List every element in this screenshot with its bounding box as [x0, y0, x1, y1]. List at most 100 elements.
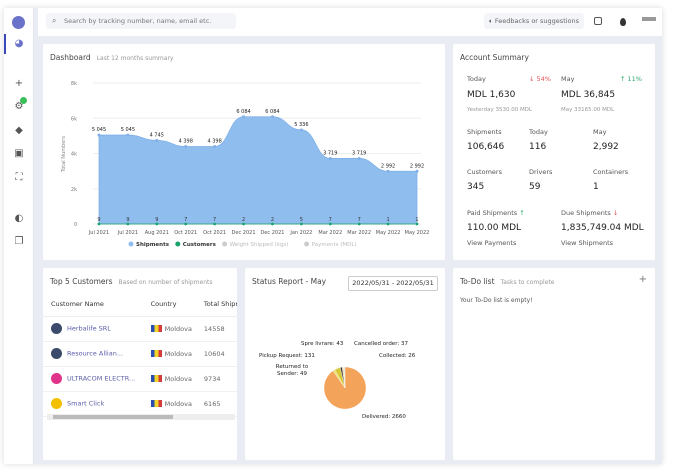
customers-point — [386, 222, 390, 226]
settings-icon[interactable]: ◐ — [14, 213, 24, 224]
legend-marker — [128, 241, 134, 247]
today-change: ↓ 54% — [529, 75, 551, 83]
stat-value: 345 — [467, 182, 485, 192]
customer-name-link[interactable]: ULTRACOM ELECTR... — [67, 374, 136, 383]
shipments-point — [242, 115, 246, 119]
customers-data-label: 2 — [271, 217, 274, 223]
card-subtitle: Tasks to complete — [500, 279, 555, 286]
y-axis-label: Total Numbers — [61, 136, 67, 173]
shipments-data-label: 4 745 — [150, 132, 164, 138]
card-subtitle: Based on number of shipments — [118, 279, 213, 286]
horizontal-scrollbar[interactable] — [47, 414, 235, 420]
dashboard-icon[interactable]: ◕ — [14, 38, 24, 49]
x-tick-label: Jan 2022 — [289, 230, 312, 236]
country: Moldova — [164, 324, 192, 333]
country: Moldova — [164, 349, 192, 358]
locations-icon[interactable]: ⚙ — [13, 97, 27, 113]
status-pie-chart — [323, 366, 367, 410]
customers-data-label: 1 — [415, 217, 418, 223]
month-value: MDL 36,845 — [561, 90, 616, 100]
legend-marker — [175, 241, 181, 247]
customers-data-label: 9 — [126, 217, 129, 223]
shipments-point — [270, 115, 274, 119]
customers-data-label: 7 — [329, 217, 332, 223]
shipments-data-label: 6 084 — [265, 109, 279, 115]
copy-icon[interactable]: ❐ — [14, 236, 24, 247]
top-customers-card: Top 5 Customers Based on number of shipme… — [43, 268, 237, 460]
paid-label: Paid Shipments ↑ — [467, 209, 525, 217]
shipments-data-label: 3 719 — [352, 150, 366, 156]
documents-icon[interactable]: ▣ — [14, 148, 24, 159]
status-report-card: Status Report - May 2022/05/31 - 2022/05… — [245, 268, 445, 460]
total-shipments: 9734 — [195, 366, 237, 392]
customers-data-label: 7 — [213, 217, 216, 223]
x-tick-label: Oct 2021 — [174, 230, 197, 236]
packages-icon[interactable]: ◆ — [15, 125, 23, 136]
customers-data-label: 9 — [155, 217, 158, 223]
shipments-area — [98, 116, 418, 225]
table-row[interactable]: Smart Click Moldova 6165 — [43, 391, 237, 417]
customers-data-label: 9 — [97, 217, 100, 223]
customers-point — [299, 222, 303, 226]
pie-label-spre: Spre livrare: 43 — [301, 341, 344, 347]
shipments-point — [415, 169, 419, 173]
customers-point — [97, 222, 101, 226]
account-summary-card: Account Summary Today ↓ 54% MDL 1,630 Ye… — [453, 44, 655, 260]
logo[interactable] — [12, 16, 25, 29]
shipments-data-label: 5 045 — [92, 127, 106, 133]
date-range-picker[interactable]: 2022/05/31 - 2022/05/31 — [348, 276, 438, 291]
search-icon: ⌕ — [52, 16, 57, 25]
pie-label-delivered: Delivered: 2660 — [362, 414, 406, 420]
x-tick-label: May 2022 — [376, 230, 401, 236]
y-tick-label: 0 — [74, 222, 77, 228]
customer-name-link[interactable]: Herbalife SRL — [67, 324, 111, 333]
view-shipments-link[interactable]: View Shipments — [561, 239, 614, 247]
dashboard-card: Dashboard Last 12 months summary 0 2k 4k 6k 8… — [43, 44, 445, 260]
customers-table: Customer Name Country Total Shipn Herbalif… — [43, 292, 237, 417]
add-task-button[interactable]: + — [638, 274, 647, 285]
table-row[interactable]: Resource Allian... Moldova 10604 — [43, 341, 237, 367]
legend-item: Payments (MDL) — [312, 242, 357, 248]
stat-value: 2,992 — [593, 142, 619, 152]
moldova-flag-icon — [150, 350, 162, 357]
pie-label-collected: Collected: 26 — [379, 353, 416, 359]
card-title: Top 5 Customers — [50, 277, 113, 286]
stat-label: Today — [529, 128, 548, 136]
moldova-flag-icon — [150, 400, 162, 407]
scan-icon[interactable]: ⛶ — [15, 172, 23, 183]
add-icon[interactable]: + — [14, 78, 24, 89]
pie-label-returned: Returned to Sender: 49 — [275, 364, 309, 377]
customers-point — [415, 222, 419, 226]
legend-marker — [304, 241, 310, 247]
x-tick-label: Mar 2022 — [347, 230, 371, 236]
customers-point — [155, 222, 159, 226]
y-tick-label: 6k — [71, 116, 77, 122]
x-tick-label: Jul 2021 — [88, 230, 109, 236]
shipments-point — [328, 156, 332, 160]
customer-logo — [51, 398, 62, 409]
col-total: Total Shipn — [195, 292, 237, 317]
shipments-point — [357, 156, 361, 160]
customer-name-link[interactable]: Resource Allian... — [67, 349, 124, 358]
todo-card: To-Do list Tasks to complete + Your To-Do… — [453, 268, 655, 460]
stat-value: 106,646 — [467, 142, 505, 152]
customers-point — [213, 222, 217, 226]
shipments-point — [97, 133, 101, 137]
todo-empty-message: Your To-Do list is empty! — [460, 297, 533, 304]
customer-name-link[interactable]: Smart Click — [67, 399, 105, 408]
stat-value: 116 — [529, 142, 547, 152]
table-row[interactable]: Herbalife SRL Moldova 14558 — [43, 316, 237, 342]
shipments-point — [299, 128, 303, 132]
screen-icon[interactable] — [594, 17, 602, 25]
table-row[interactable]: ULTRACOM ELECTR... Moldova 9734 — [43, 366, 237, 392]
user-avatar[interactable] — [642, 17, 656, 21]
search-input[interactable]: ⌕ Search by tracking number, name, email … — [46, 13, 236, 29]
card-title: To-Do list — [460, 277, 495, 286]
top-bar: ⌕ Search by tracking number, name, email … — [38, 8, 662, 36]
month-label: May — [561, 75, 575, 83]
today-value: MDL 1,630 — [467, 90, 516, 100]
feedback-button[interactable]: 🔈︎ Feedbacks or suggestions — [484, 13, 584, 29]
view-payments-link[interactable]: View Payments — [467, 239, 517, 247]
col-name: Customer Name — [43, 292, 143, 317]
drop-icon[interactable] — [620, 18, 626, 26]
